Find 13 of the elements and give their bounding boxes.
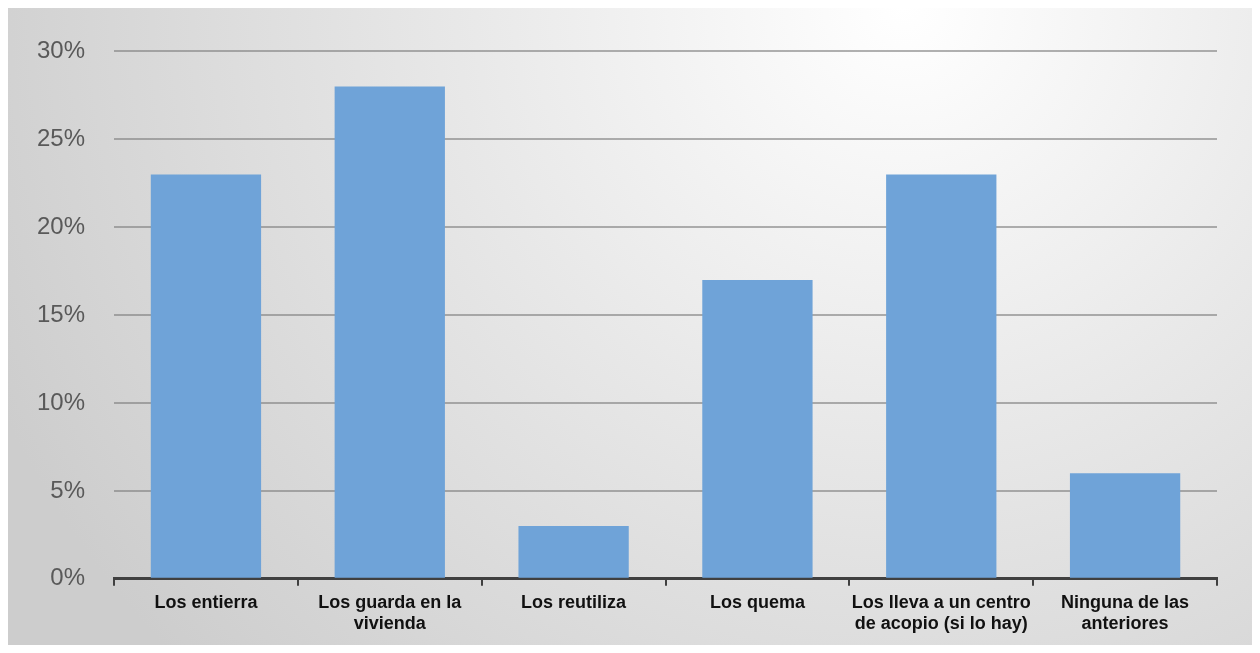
x-tick-label: Los reutiliza bbox=[521, 591, 628, 612]
x-tick-label: Ninguna de las anteriores bbox=[1061, 591, 1190, 634]
y-tick-label: 30% bbox=[36, 36, 86, 64]
y-tick-label: 20% bbox=[36, 211, 86, 239]
x-tick-label: Los entierra bbox=[154, 591, 259, 612]
x-tick-label: Los quema bbox=[709, 591, 806, 612]
x-tick-label: Los lleva a un centro de acopio (si lo hay) bbox=[851, 591, 1031, 634]
y-tick-label: 15% bbox=[36, 299, 86, 327]
y-tick-label: 0% bbox=[50, 563, 86, 591]
y-tick-label: 5% bbox=[50, 475, 86, 503]
y-tick-label: 10% bbox=[36, 387, 86, 415]
x-tick-label: Los guarda en la vivienda bbox=[318, 591, 463, 634]
y-tick-label: 25% bbox=[36, 123, 86, 151]
